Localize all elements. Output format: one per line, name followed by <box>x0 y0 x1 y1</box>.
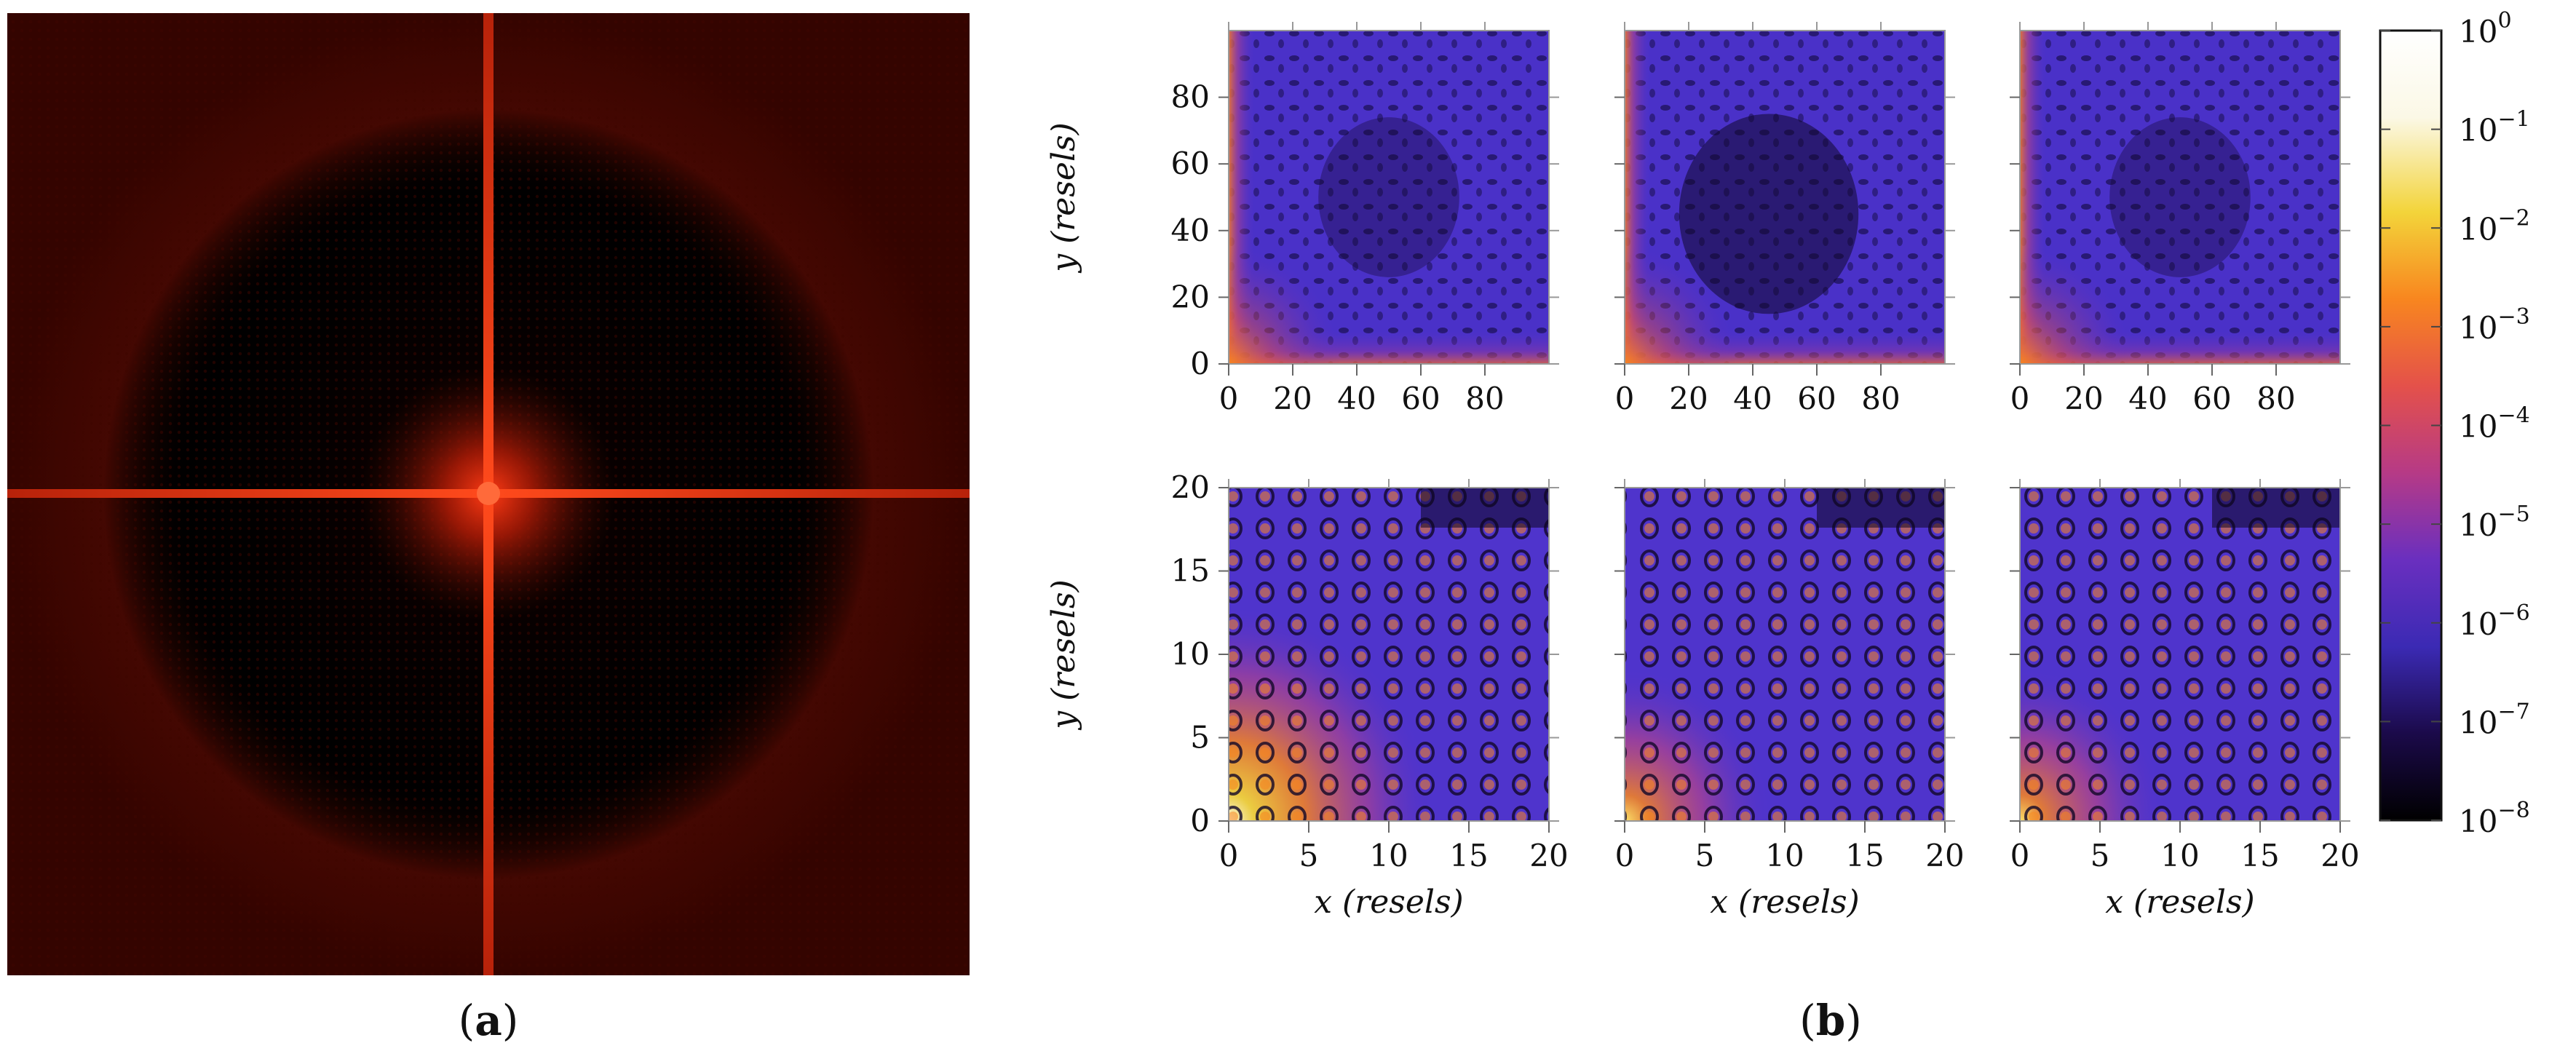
x-tick-label: 80 <box>2256 381 2295 416</box>
heatmap-dark-region <box>1817 488 1945 528</box>
x-tick-label: 60 <box>2192 381 2231 416</box>
heatmap-dark-region <box>1679 114 1859 314</box>
x-tick-label: 80 <box>1465 381 1504 416</box>
y-axis-label: y (resels) <box>1045 579 1082 731</box>
heatmap-panel-r1-c3: 0 20 40 60 80 <box>2010 22 2350 416</box>
x-tick-label: 20 <box>1273 381 1312 416</box>
colorbar-tick-label: 10−2 <box>2459 205 2530 247</box>
x-tick-label: 20 <box>2321 838 2359 873</box>
y-tick-label: 40 <box>1171 213 1210 248</box>
y-tick-label: 5 <box>1190 720 1210 755</box>
x-tick-label: 40 <box>1733 381 1772 416</box>
y-tick-label: 20 <box>1171 469 1210 505</box>
x-tick-label: 0 <box>2010 381 2030 416</box>
x-tick-label: 20 <box>1529 838 1568 873</box>
x-axis-label: x (resels) <box>2105 884 2254 921</box>
y-tick-label: 10 <box>1171 636 1210 672</box>
x-tick-label: 20 <box>2064 381 2103 416</box>
heatmap-panel-r1-c2: 0 20 40 60 80 <box>1614 22 1955 416</box>
x-tick-label: 10 <box>1765 838 1804 873</box>
heatmap-panel-r2-c2: 0 5 10 15 20 x (resels) <box>1614 479 1965 921</box>
panel-a-center-spot <box>477 482 500 505</box>
x-tick-label: 0 <box>1219 381 1239 416</box>
x-tick-label: 15 <box>1845 838 1884 873</box>
colorbar-tick-label: 10−4 <box>2459 403 2530 445</box>
heatmap-ring-minima <box>1625 488 1945 821</box>
x-tick-label: 40 <box>1337 381 1376 416</box>
x-tick-label: 40 <box>2128 381 2167 416</box>
x-tick-label: 10 <box>1369 838 1408 873</box>
x-axis-label: x (resels) <box>1314 884 1463 921</box>
axes-frame <box>2019 30 2341 365</box>
y-axis-label: y (resels) <box>1045 122 1082 274</box>
panel-a-label: (a) <box>459 996 519 1045</box>
x-tick-label: 20 <box>1925 838 1964 873</box>
colorbar: 100 10−1 10−2 10−3 10−4 10−5 10−6 10−7 10−8 <box>2379 8 2530 839</box>
axes-frame <box>1624 30 1946 365</box>
colorbar-tick-label: 10−1 <box>2459 107 2530 148</box>
x-tick-label: 5 <box>1299 838 1319 873</box>
y-tick-label: 0 <box>1190 803 1210 838</box>
heatmap-corner-glow <box>2020 31 2340 364</box>
y-tick-label: 15 <box>1171 553 1210 589</box>
colorbar-tick-label: 10−7 <box>2459 699 2530 740</box>
y-tick-label: 0 <box>1190 346 1210 381</box>
heatmap-dark-region <box>1421 488 1549 528</box>
colorbar-tick-label: 100 <box>2459 8 2512 49</box>
x-tick-label: 5 <box>1695 838 1715 873</box>
colorbar-ticks: 100 10−1 10−2 10−3 10−4 10−5 10−6 10−7 10−8 <box>2380 8 2530 839</box>
panel-a-diffraction-image <box>7 13 970 975</box>
colorbar-tick-label: 10−6 <box>2459 600 2530 642</box>
heatmap-panel-r2-c3: 0 5 10 15 20 x (resels) <box>2010 479 2360 921</box>
x-tick-label: 0 <box>2010 838 2030 873</box>
heatmap-ring-minima <box>1229 488 1549 821</box>
x-tick-label: 60 <box>1797 381 1836 416</box>
heatmap-panel-r2-c1: 0 5 10 15 20 0 5 10 15 20 y (resels) x (resels) <box>1045 469 1569 921</box>
x-tick-label: 0 <box>1219 838 1239 873</box>
colorbar-tick-label: 10−3 <box>2459 304 2530 346</box>
heatmap-dark-region <box>2109 117 2251 277</box>
x-tick-label: 80 <box>1861 381 1900 416</box>
y-tick-label: 20 <box>1171 279 1210 314</box>
x-tick-label: 10 <box>2160 838 2199 873</box>
y-tick-label: 80 <box>1171 79 1210 115</box>
x-tick-label: 0 <box>1615 838 1635 873</box>
axes-frame <box>1228 30 1550 365</box>
panel-b-heatmap-grid: 0 20 40 60 80 0 20 40 60 80 y (resels) 0 20 40 60 80 0 20… <box>1045 22 2360 921</box>
heatmap-dark-region <box>2212 488 2340 528</box>
x-tick-label: 15 <box>2240 838 2279 873</box>
x-tick-label: 0 <box>1615 381 1635 416</box>
heatmap-ring-minima <box>2020 488 2340 821</box>
x-tick-label: 5 <box>2090 838 2110 873</box>
heatmap-dark-region <box>1318 117 1459 277</box>
x-axis-label: x (resels) <box>1710 884 1859 921</box>
x-tick-label: 20 <box>1669 381 1708 416</box>
colorbar-tick-label: 10−5 <box>2459 501 2530 543</box>
panel-b-label: (b) <box>1799 996 1862 1045</box>
colorbar-tick-label: 10−8 <box>2459 798 2530 839</box>
x-tick-label: 60 <box>1401 381 1440 416</box>
x-tick-label: 15 <box>1449 838 1488 873</box>
heatmap-corner-glow <box>1229 31 1549 364</box>
heatmap-panel-r1-c1: 0 20 40 60 80 0 20 40 60 80 y (resels) <box>1045 22 1559 416</box>
y-tick-label: 60 <box>1171 146 1210 181</box>
